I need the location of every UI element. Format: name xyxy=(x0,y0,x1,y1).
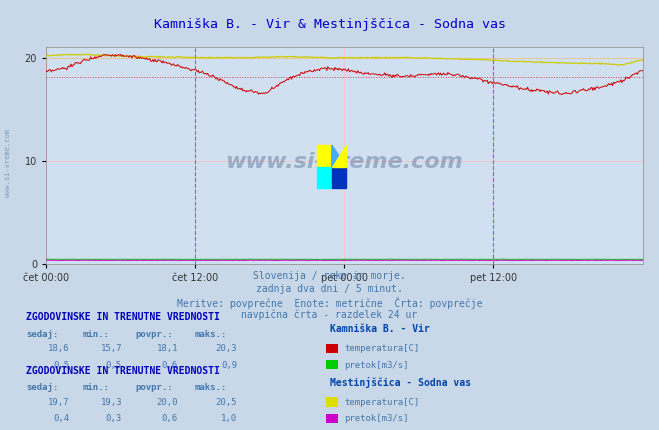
Text: maks.:: maks.: xyxy=(194,330,227,339)
Text: www.si-vreme.com: www.si-vreme.com xyxy=(225,152,463,172)
Text: min.:: min.: xyxy=(82,330,109,339)
Text: zadnja dva dni / 5 minut.: zadnja dva dni / 5 minut. xyxy=(256,284,403,294)
Bar xyxy=(331,167,346,188)
Text: www.si-vreme.com: www.si-vreme.com xyxy=(5,129,11,197)
Text: pretok[m3/s]: pretok[m3/s] xyxy=(344,415,409,424)
Text: povpr.:: povpr.: xyxy=(135,330,173,339)
Text: pretok[m3/s]: pretok[m3/s] xyxy=(344,361,409,370)
Text: ZGODOVINSKE IN TRENUTNE VREDNOSTI: ZGODOVINSKE IN TRENUTNE VREDNOSTI xyxy=(26,366,220,376)
Polygon shape xyxy=(331,145,346,167)
Text: ZGODOVINSKE IN TRENUTNE VREDNOSTI: ZGODOVINSKE IN TRENUTNE VREDNOSTI xyxy=(26,312,220,322)
Text: Meritve: povprečne  Enote: metrične  Črta: povprečje: Meritve: povprečne Enote: metrične Črta:… xyxy=(177,297,482,309)
Text: Slovenija / reke in morje.: Slovenija / reke in morje. xyxy=(253,271,406,281)
Text: 19,3: 19,3 xyxy=(100,398,122,407)
Text: Kamniška B. - Vir & Mestinjščica - Sodna vas: Kamniška B. - Vir & Mestinjščica - Sodna… xyxy=(154,18,505,31)
Text: 0,5: 0,5 xyxy=(106,361,122,370)
Text: 20,0: 20,0 xyxy=(156,398,178,407)
Text: 1,0: 1,0 xyxy=(221,415,237,424)
Text: Kamniška B. - Vir: Kamniška B. - Vir xyxy=(330,324,430,335)
Text: 20,3: 20,3 xyxy=(215,344,237,353)
Text: sedaj:: sedaj: xyxy=(26,330,59,339)
Text: sedaj:: sedaj: xyxy=(26,384,59,393)
Text: navpična črta - razdelek 24 ur: navpična črta - razdelek 24 ur xyxy=(241,310,418,320)
Text: Mestinjščica - Sodna vas: Mestinjščica - Sodna vas xyxy=(330,377,471,388)
Bar xyxy=(318,167,331,188)
Text: 0,9: 0,9 xyxy=(221,361,237,370)
Text: 18,6: 18,6 xyxy=(47,344,69,353)
Text: min.:: min.: xyxy=(82,384,109,393)
Text: 0,4: 0,4 xyxy=(53,415,69,424)
Bar xyxy=(318,145,331,167)
Polygon shape xyxy=(331,145,346,167)
Text: temperatura[C]: temperatura[C] xyxy=(344,344,419,353)
Text: 18,1: 18,1 xyxy=(156,344,178,353)
Text: 15,7: 15,7 xyxy=(100,344,122,353)
Text: povpr.:: povpr.: xyxy=(135,384,173,393)
Text: maks.:: maks.: xyxy=(194,384,227,393)
Text: 0,5: 0,5 xyxy=(53,361,69,370)
Text: temperatura[C]: temperatura[C] xyxy=(344,398,419,407)
Text: 0,6: 0,6 xyxy=(162,415,178,424)
Text: 20,5: 20,5 xyxy=(215,398,237,407)
Text: 0,3: 0,3 xyxy=(106,415,122,424)
Text: 19,7: 19,7 xyxy=(47,398,69,407)
Text: 0,6: 0,6 xyxy=(162,361,178,370)
